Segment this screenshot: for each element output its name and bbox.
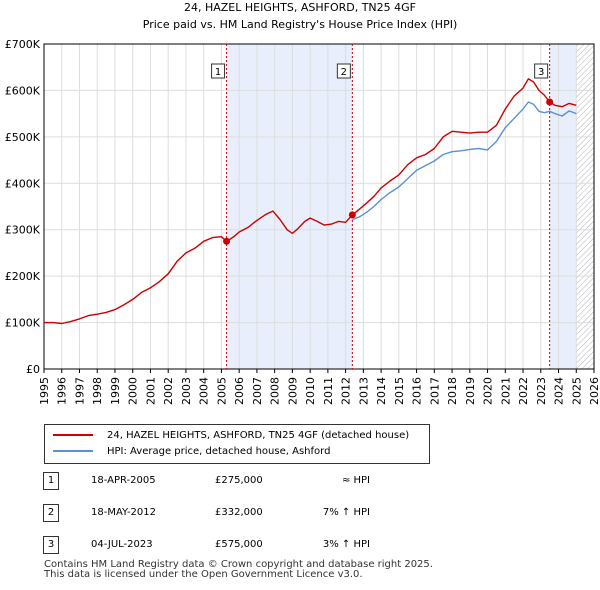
plot-border — [43, 43, 595, 370]
x-tick-label: 2009 — [286, 377, 299, 405]
sale-marker-label: 3 — [538, 67, 544, 78]
sale-date: 18-APR-2005 — [91, 475, 156, 486]
x-tick-label: 2002 — [162, 377, 175, 405]
y-tick-label: £0 — [26, 363, 40, 376]
legend-item-hpi: HPI: Average price, detached house, Ashf… — [53, 444, 330, 460]
x-tick-label: 2012 — [340, 377, 353, 405]
sale-point — [223, 237, 231, 245]
sale-price: £275,000 — [215, 475, 263, 486]
sale-date: 04-JUL-2023 — [91, 539, 153, 550]
sale-marker-label: 1 — [215, 67, 221, 78]
x-tick-label: 2014 — [375, 377, 388, 405]
sale-number-badge: 1 — [43, 472, 59, 490]
legend-swatch-hpi — [53, 450, 93, 452]
x-tick-label: 2022 — [517, 377, 530, 405]
shaded-period — [226, 44, 353, 369]
hpi-line — [352, 101, 577, 221]
sale-marker-label: 2 — [341, 67, 347, 78]
future-hatch — [576, 44, 594, 369]
sale-hpi-comparison: 7% ↑ HPI — [322, 507, 370, 518]
x-tick-label: 2004 — [198, 377, 211, 405]
y-tick-label: £300K — [5, 224, 41, 237]
x-tick-label: 1996 — [56, 377, 69, 405]
y-tick-label: £100K — [5, 317, 41, 330]
footer-copyright: Contains HM Land Registry data © Crown c… — [44, 559, 433, 570]
x-tick-label: 2017 — [428, 377, 441, 405]
x-tick-label: 2025 — [570, 377, 583, 405]
y-tick-label: £600K — [5, 84, 41, 97]
x-tick-label: 2026 — [588, 377, 600, 405]
x-tick-label: 1999 — [109, 377, 122, 405]
y-tick-label: £700K — [5, 38, 41, 51]
x-tick-label: 2019 — [464, 377, 477, 405]
sale-point — [348, 211, 356, 219]
x-tick-label: 2015 — [393, 377, 406, 405]
x-tick-label: 2020 — [482, 377, 495, 405]
property-price-line — [44, 78, 577, 325]
x-tick-label: 2018 — [446, 377, 459, 405]
sale-hpi-comparison: 3% ↑ HPI — [322, 539, 370, 550]
legend-swatch-property — [53, 434, 93, 436]
sale-marker-box — [336, 63, 351, 79]
x-tick-label: 1995 — [38, 377, 51, 405]
x-tick-label: 1997 — [73, 377, 86, 405]
footer-notice: Contains HM Land Registry data © Crown c… — [44, 560, 433, 580]
x-tick-label: 2006 — [233, 377, 246, 405]
chart-subtitle: Price paid vs. HM Land Registry's House … — [143, 18, 458, 31]
y-tick-label: £400K — [5, 177, 41, 190]
sale-number-badge: 3 — [43, 536, 59, 554]
sale-row: 1 18-APR-2005 £275,000 ≈ HPI — [0, 472, 600, 492]
sale-hpi-comparison: ≈ HPI — [341, 475, 370, 486]
x-tick-label: 2001 — [144, 377, 157, 405]
x-tick-label: 2003 — [180, 377, 193, 405]
sale-date: 18-MAY-2012 — [91, 507, 157, 518]
sale-row: 3 04-JUL-2023 £575,000 3% ↑ HPI — [0, 536, 600, 556]
x-tick-label: 2010 — [304, 377, 317, 405]
x-tick-label: 2024 — [553, 377, 566, 405]
y-tick-label: £500K — [5, 131, 41, 144]
price-chart: 24, HAZEL HEIGHTS, ASHFORD, TN25 4GF Pri… — [5, 1, 600, 405]
x-tick-label: 2016 — [411, 377, 424, 405]
legend-label-hpi: HPI: Average price, detached house, Ashf… — [107, 446, 331, 457]
sale-price: £575,000 — [215, 539, 263, 550]
legend-item-property: 24, HAZEL HEIGHTS, ASHFORD, TN25 4GF (de… — [53, 428, 409, 444]
sale-number-badge: 2 — [43, 504, 59, 522]
x-tick-label: 2011 — [322, 377, 335, 405]
chart-title: 24, HAZEL HEIGHTS, ASHFORD, TN25 4GF — [184, 1, 416, 14]
sale-row: 2 18-MAY-2012 £332,000 7% ↑ HPI — [0, 504, 600, 524]
footer-licence: This data is licensed under the Open Gov… — [44, 569, 363, 580]
sale-marker-box — [211, 63, 226, 79]
x-tick-label: 2013 — [357, 377, 370, 405]
x-tick-label: 2023 — [535, 377, 548, 405]
legend-label-property: 24, HAZEL HEIGHTS, ASHFORD, TN25 4GF (de… — [107, 430, 410, 441]
x-tick-label: 2000 — [127, 377, 140, 405]
y-tick-label: £200K — [5, 270, 41, 283]
x-tick-label: 1998 — [91, 377, 104, 405]
x-tick-label: 2008 — [269, 377, 282, 405]
sale-point — [546, 98, 554, 106]
sale-price: £332,000 — [215, 507, 263, 518]
legend: 24, HAZEL HEIGHTS, ASHFORD, TN25 4GF (de… — [44, 424, 430, 464]
shaded-period — [549, 44, 577, 369]
sale-marker-box — [534, 63, 549, 79]
x-tick-label: 2021 — [499, 377, 512, 405]
x-tick-label: 2005 — [215, 377, 228, 405]
x-tick-label: 2007 — [251, 377, 264, 405]
